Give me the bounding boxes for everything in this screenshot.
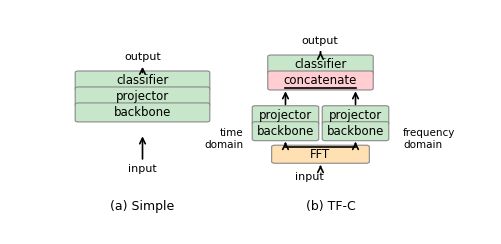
FancyBboxPatch shape [322,122,388,141]
Text: backbone: backbone [326,125,383,138]
Text: output: output [124,51,160,61]
FancyBboxPatch shape [267,71,372,90]
Text: FFT: FFT [310,148,330,161]
FancyBboxPatch shape [322,106,388,125]
FancyBboxPatch shape [75,103,209,122]
FancyBboxPatch shape [252,122,318,141]
FancyBboxPatch shape [252,106,318,125]
Text: time
domain: time domain [204,128,243,150]
Text: concatenate: concatenate [283,74,357,87]
Text: backbone: backbone [257,125,314,138]
Text: (a) Simple: (a) Simple [110,200,174,213]
Text: projector: projector [116,90,169,103]
Text: input: input [128,164,157,174]
Text: classifier: classifier [294,58,346,71]
Text: classifier: classifier [116,74,168,87]
Text: frequency
domain: frequency domain [402,128,454,150]
FancyBboxPatch shape [75,87,209,106]
Text: output: output [301,37,337,47]
Text: backbone: backbone [114,106,171,119]
Text: (b) TF-C: (b) TF-C [306,200,355,213]
FancyBboxPatch shape [267,55,372,74]
FancyBboxPatch shape [271,145,369,163]
FancyBboxPatch shape [75,71,209,90]
Text: input: input [295,172,324,182]
Text: projector: projector [328,109,381,122]
Text: projector: projector [259,109,312,122]
